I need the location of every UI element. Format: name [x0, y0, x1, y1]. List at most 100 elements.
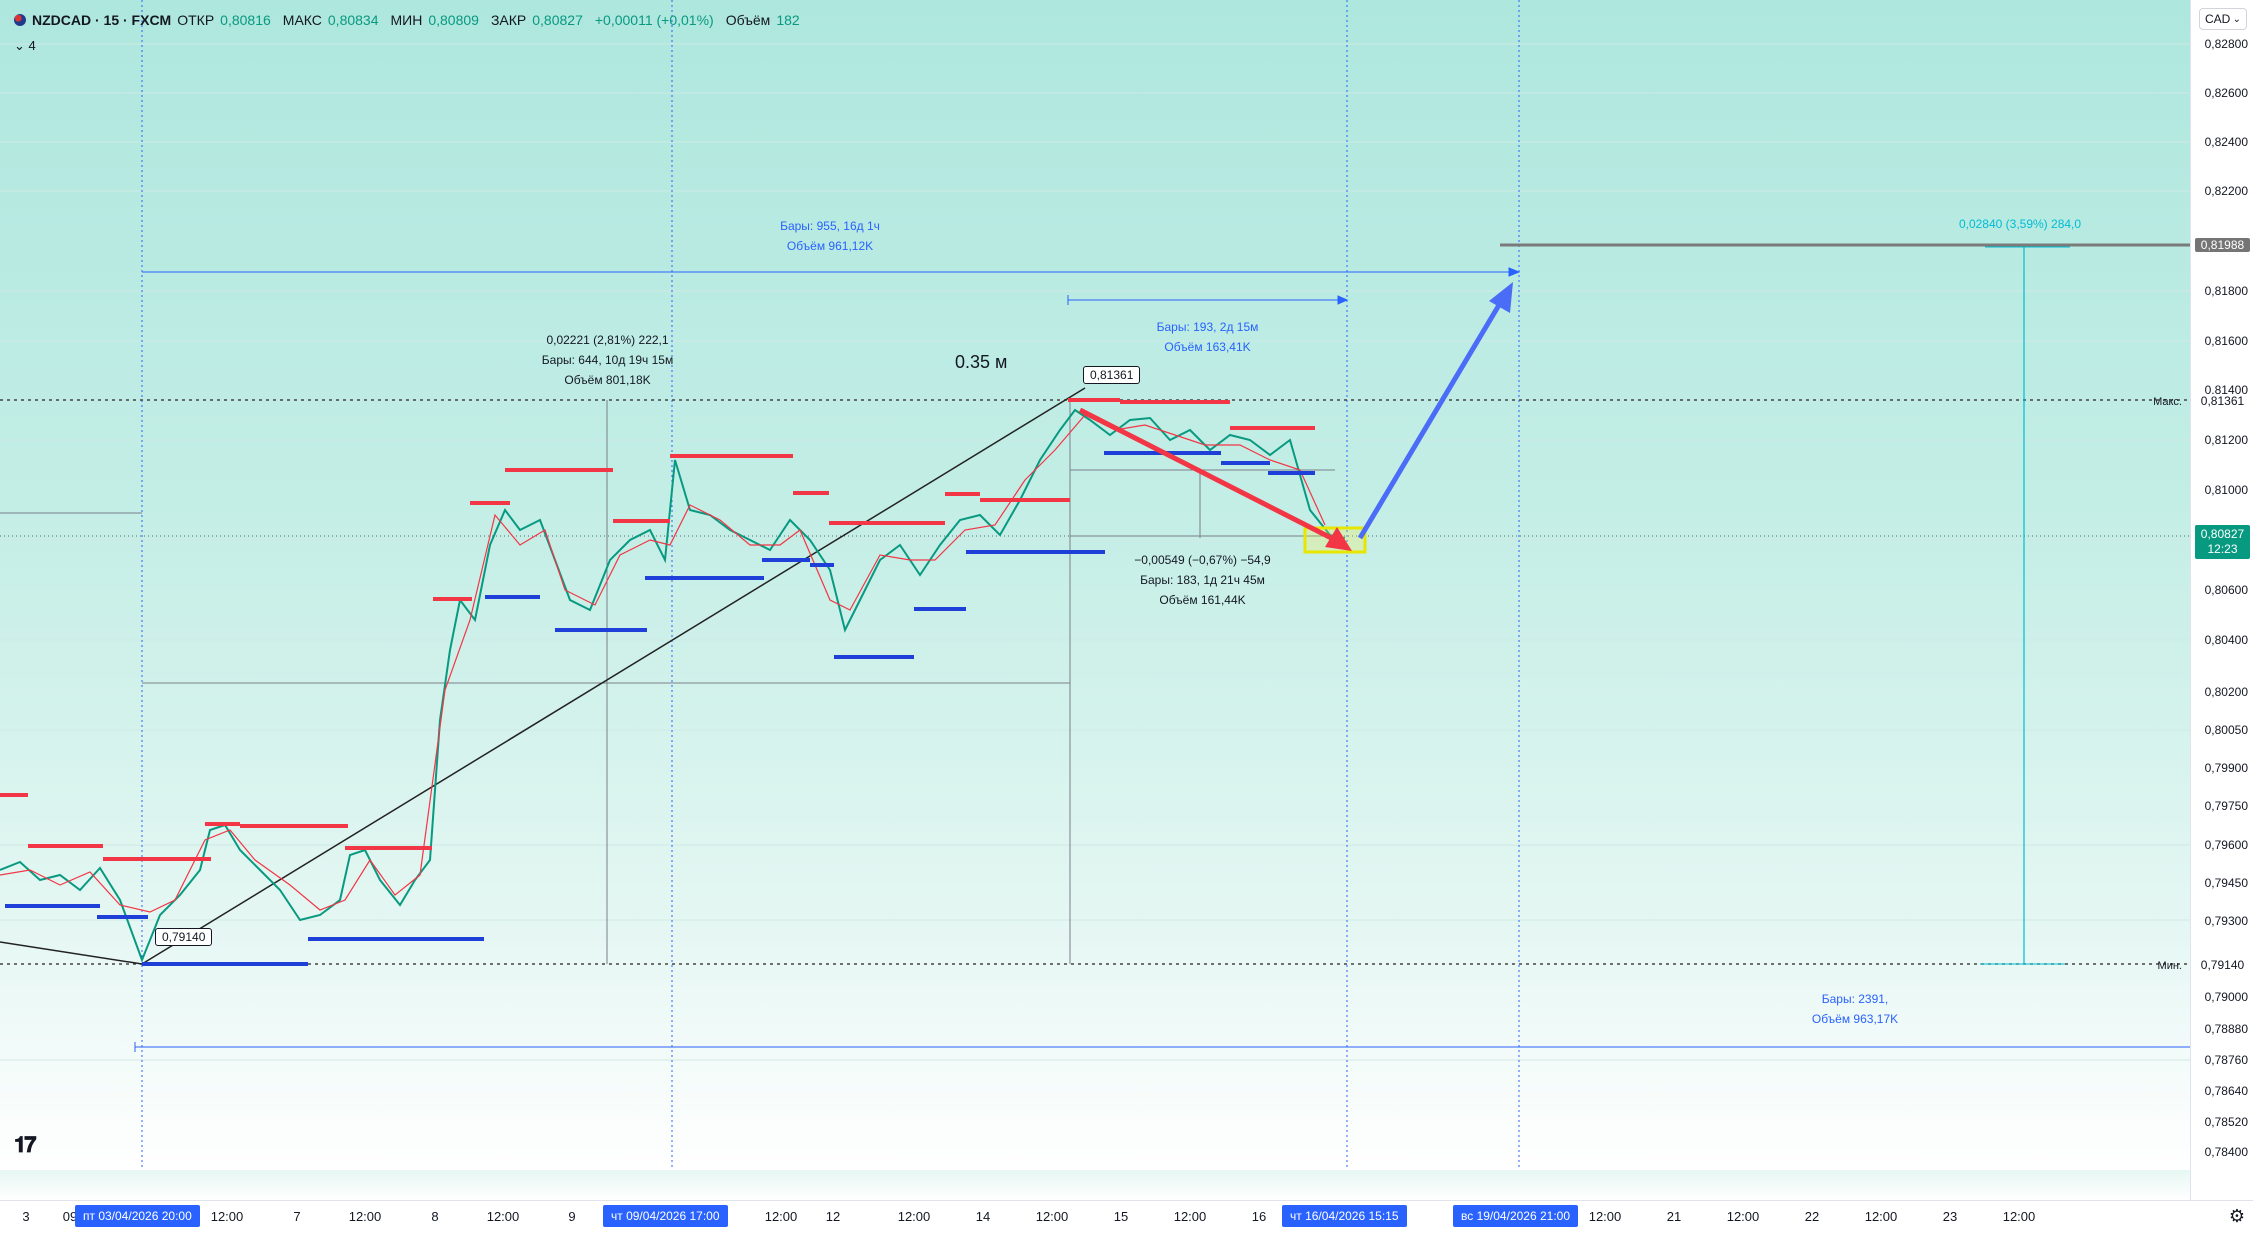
red-arrow-head — [1325, 527, 1352, 551]
blue-arrow-line — [1357, 293, 1508, 540]
date-range-verticals — [141, 0, 1520, 1170]
currency-button[interactable]: CAD ⌄ — [2199, 8, 2247, 30]
support-levels — [5, 451, 1315, 966]
min-tag: Мин. — [2157, 960, 2182, 972]
time-label: 7 — [293, 1209, 301, 1224]
price-series — [0, 408, 1346, 963]
time-label: 12:00 — [348, 1209, 382, 1224]
price-tick: 0,82200 — [2204, 184, 2248, 198]
price-scale[interactable]: CAD ⌄ 0,82800 0,82600 0,82400 0,82200 0,… — [2190, 0, 2253, 1200]
price-tick: 0,78640 — [2204, 1084, 2248, 1098]
change-value: +0,00011 (+0,01%) — [594, 12, 714, 28]
range-right-label: Бары: 193, 2д 15м Объём 163,41K — [1120, 317, 1295, 357]
time-label: 16 — [1251, 1209, 1267, 1224]
price-tick: 0,80200 — [2204, 685, 2248, 699]
low-price-marker[interactable]: 0,79140 — [155, 928, 213, 946]
nzd-flag-icon — [14, 14, 26, 26]
range-right-bars: Бары: 193, 2д 15м — [1156, 320, 1259, 334]
price-tick: 0,79600 — [2204, 838, 2248, 852]
ruler-arrow — [1508, 267, 1521, 277]
trend-line — [0, 941, 143, 965]
price-tick: 0,81000 — [2204, 483, 2248, 497]
blue-arrow-head — [1489, 282, 1513, 313]
range-bottom-volume: Объём 963,17K — [1811, 1012, 1899, 1026]
symbol-legend[interactable]: NZDCAD · 15 · FXCM ОТКР 0,80816 МАКС 0,808… — [14, 12, 806, 28]
range-down-bars: Бары: 183, 1д 21ч 45м — [1140, 573, 1265, 587]
chart-bottom-strip — [0, 1170, 2190, 1200]
price-series-red — [0, 414, 1326, 913]
range-mid-label: 0,02221 (2,81%) 222,1 Бары: 644, 10д 19ч… — [520, 330, 695, 390]
volume-value: 182 — [776, 12, 800, 28]
measure-rulers — [0, 400, 1340, 964]
red-arrow-line — [1078, 407, 1347, 548]
range-bottom-bars: Бары: 2391, — [1821, 992, 1889, 1006]
price-tick: 0,79900 — [2204, 761, 2248, 775]
volume-label: Объём — [725, 12, 771, 28]
high-value: 0,80834 — [327, 12, 379, 28]
time-label: 9 — [568, 1209, 576, 1224]
chevron-down-icon: ⌄ — [2232, 13, 2241, 25]
price-tick: 0,78400 — [2204, 1145, 2248, 1159]
time-axis[interactable]: 3 09 пт 03/04/2026 20:00 12:00 7 12:00 8… — [0, 1200, 2253, 1233]
range-main-volume: Объём 961,12K — [786, 239, 874, 253]
grid — [0, 43, 2190, 1061]
open-value: 0,80816 — [220, 12, 271, 28]
chart-pane[interactable]: NZDCAD · 15 · FXCM ОТКР 0,80816 МАКС 0,808… — [0, 0, 2190, 1170]
range-up-change: 0,02840 (3,59%) 284,0 — [1958, 217, 2082, 231]
time-label: 12:00 — [1173, 1209, 1207, 1224]
crosshair-time-current: чт 16/04/2026 15:15 — [1282, 1205, 1407, 1227]
crosshair-time-start: пт 03/04/2026 20:00 — [75, 1205, 200, 1227]
close-label: ЗАКР — [490, 12, 527, 28]
range-bottom-label: Бары: 2391, Объём 963,17K — [1780, 989, 1930, 1029]
range-right-volume: Объём 163,41K — [1164, 340, 1251, 354]
price-tick: 0,79300 — [2204, 914, 2248, 928]
tradingview-logo[interactable]: 𝟏𝟕 — [14, 1132, 37, 1157]
time-label: 12:00 — [2002, 1209, 2036, 1224]
price-tick: 0,79450 — [2204, 876, 2248, 890]
close-value: 0,80827 — [532, 12, 583, 28]
time-label: 22 — [1804, 1209, 1820, 1224]
trend-line — [141, 387, 1086, 965]
price-tick: 0,79000 — [2204, 990, 2248, 1004]
price-tick: 0,81200 — [2204, 433, 2248, 447]
crosshair-time-mid: чт 09/04/2026 17:00 — [603, 1205, 728, 1227]
range-main-label: Бары: 955, 16д 1ч Объём 961,12K — [740, 216, 920, 256]
time-label: 12:00 — [486, 1209, 520, 1224]
target-price-badge: 0,81988 — [2195, 238, 2250, 252]
max-tag: Макс. — [2153, 396, 2182, 408]
price-tick: 0,80400 — [2204, 633, 2248, 647]
gear-icon[interactable]: ⚙ — [2228, 1206, 2245, 1226]
price-tick: 0,82400 — [2204, 135, 2248, 149]
time-label: 23 — [1942, 1209, 1958, 1224]
resistance-levels — [0, 398, 1315, 861]
indicator-toggle[interactable]: ⌄ 4 — [14, 38, 36, 53]
range-mid-change: 0,02221 (2,81%) 222,1 — [546, 333, 669, 347]
price-tick: 0,78760 — [2204, 1053, 2248, 1067]
time-label: 12:00 — [1035, 1209, 1069, 1224]
red-arrow — [1078, 407, 1352, 551]
time-label: 12:00 — [1864, 1209, 1898, 1224]
time-label: 21 — [1666, 1209, 1682, 1224]
time-label: 12:00 — [1588, 1209, 1622, 1224]
range-mid-bars: Бары: 644, 10д 19ч 15м — [541, 353, 674, 367]
symbol-name[interactable]: NZDCAD · 15 · FXCM — [32, 12, 172, 28]
low-value: 0,80809 — [428, 12, 479, 28]
time-label: 14 — [975, 1209, 991, 1224]
price-tick: 0,82800 — [2204, 37, 2248, 51]
range-mid-volume: Объём 801,18K — [564, 373, 651, 387]
price-chart[interactable] — [0, 0, 2190, 1170]
bar-countdown: 12:23 — [2207, 542, 2238, 556]
currency-label: CAD — [2205, 12, 2231, 26]
time-label: 12:00 — [897, 1209, 931, 1224]
time-label: 15 — [1113, 1209, 1129, 1224]
time-label: 12:00 — [210, 1209, 244, 1224]
range-down-change: −0,00549 (−0,67%) −54,9 — [1134, 553, 1271, 567]
price-tick: 0,81400 — [2204, 383, 2248, 397]
price-tick: 0,78880 — [2204, 1022, 2248, 1036]
price-tick: 0,80600 — [2204, 583, 2248, 597]
time-label: 12:00 — [1726, 1209, 1760, 1224]
ruler-arrow — [1337, 295, 1349, 305]
range-down-volume: Объём 161,44K — [1159, 593, 1246, 607]
high-price-marker[interactable]: 0,81361 — [1083, 366, 1141, 384]
current-price: 0,80827 — [2200, 527, 2245, 541]
